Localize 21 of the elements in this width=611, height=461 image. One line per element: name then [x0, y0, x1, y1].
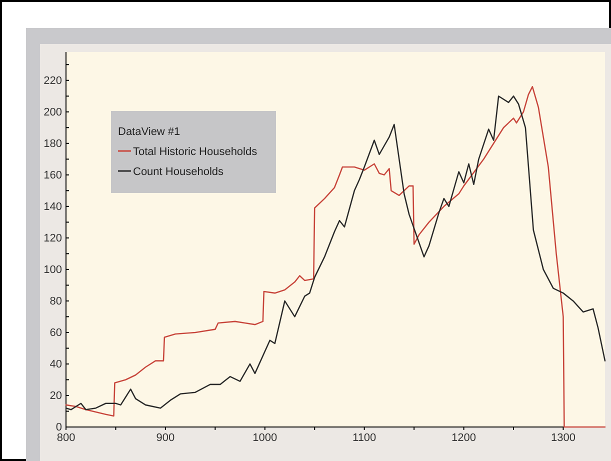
- x-tick-label: 1100: [352, 432, 376, 444]
- y-tick-label: 20: [50, 390, 62, 402]
- y-tick-label: 140: [44, 200, 62, 213]
- y-tick-label: 0: [56, 422, 62, 434]
- y-tick-label: 220: [44, 74, 62, 87]
- y-tick-label: 160: [44, 169, 62, 182]
- y-tick-label: 200: [44, 106, 62, 118]
- y-tick-label: 120: [44, 232, 62, 244]
- y-tick-label: 40: [50, 358, 62, 370]
- y-tick-label: 60: [50, 326, 62, 339]
- x-tick-label: 800: [56, 432, 76, 444]
- legend-label: Count Households: [133, 166, 224, 178]
- x-tick-label: 1200: [452, 432, 476, 444]
- legend-label: Total Historic Households: [133, 146, 258, 158]
- y-tick-label: 180: [44, 138, 62, 150]
- y-tick-label: 80: [50, 295, 62, 308]
- x-tick-label: 1300: [550, 432, 576, 444]
- x-tick-label: 900: [156, 432, 175, 444]
- y-tick-label: 100: [44, 264, 62, 276]
- legend-title: DataView #1: [118, 126, 180, 138]
- x-tick-label: 1000: [252, 432, 278, 444]
